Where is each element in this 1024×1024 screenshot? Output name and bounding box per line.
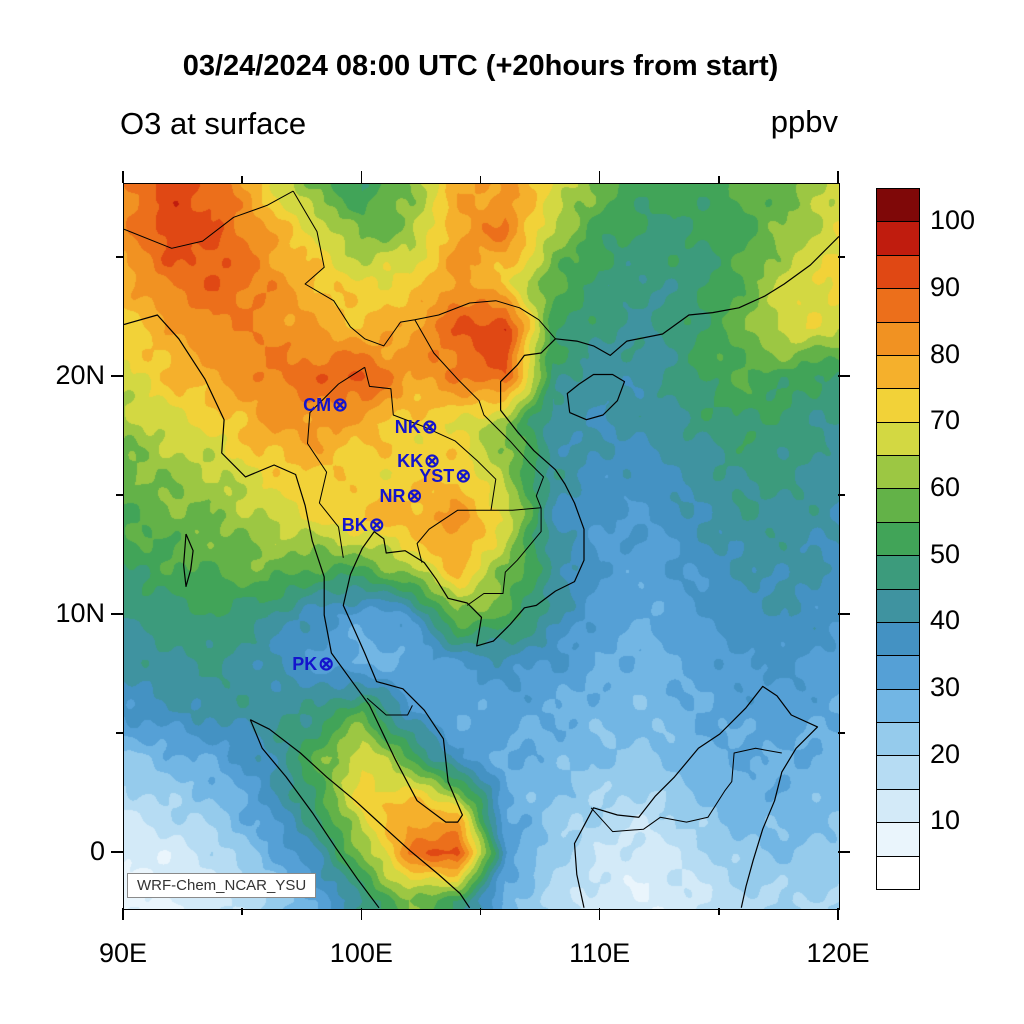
colorbar-cell [877,455,919,489]
station-marker-pk: PK ⊗ [292,655,334,674]
country-border-path [466,507,542,606]
station-circle-cross-icon: ⊗ [406,485,423,507]
country-border-path [292,190,556,347]
station-marker-cm: CM ⊗ [303,396,348,415]
model-watermark: WRF-Chem_NCAR_YSU [127,873,317,898]
station-circle-cross-icon: ⊗ [318,654,335,676]
axis-tick [111,613,123,615]
station-circle-cross-icon: ⊗ [424,450,441,472]
colorbar-cell [877,421,919,455]
colorbar-cell [877,321,919,355]
colorbar-tick-label: 70 [930,405,961,436]
colorbar-cell [877,688,919,722]
station-marker-nr: NR ⊗ [379,487,422,506]
colorbar-cell [877,288,919,322]
colorbar-cell [877,189,919,222]
coastline-path [249,719,380,909]
stations-layer: CM ⊗ NK ⊗ KK ⊗ YST ⊗ NR ⊗ BK ⊗ PK ⊗ [124,184,839,909]
axis-tick [718,176,720,183]
country-border-path [491,507,542,511]
coastline-path [182,533,194,587]
y-axis-tick-label: 0 [89,836,105,867]
x-axis-tick-label: 100E [329,938,393,968]
colorbar [876,188,920,890]
colorbar-tick-label: 80 [930,338,961,369]
station-label: NK [394,417,421,438]
map-plot: CM ⊗ NK ⊗ KK ⊗ YST ⊗ NR ⊗ BK ⊗ PK ⊗ WRF-Chem_NCAR_YSU [123,183,840,910]
colorbar-cell [877,521,919,556]
colorbar-tick-label: 50 [930,538,961,569]
o3-concentration-field [124,184,839,909]
country-border-path [416,509,491,563]
axis-tick [360,171,363,183]
coastline-path [566,373,626,421]
country-border-path [590,747,782,833]
station-label: YST [419,466,455,487]
axis-tick [598,171,601,183]
colorbar-cell [877,755,919,789]
colorbar-tick-label: 20 [930,738,961,769]
colorbar-cell [877,822,919,856]
axis-tick [122,171,124,183]
colorbar-cell [877,655,919,689]
country-border-path [414,319,544,508]
station-circle-cross-icon: ⊗ [332,394,349,416]
colorbar-cell [877,588,919,622]
x-axis-tick-label: 110E [569,938,631,968]
axis-tick [241,176,243,183]
station-label: NR [379,486,406,507]
colorbar-cell [877,354,919,389]
station-circle-cross-icon: ⊗ [421,416,438,438]
colorbar-tick-label: 100 [930,205,976,236]
plot-title: 03/24/2024 08:00 UTC (+20hours from star… [182,50,779,82]
units-label: ppbv [770,104,838,139]
y-axis-tick-label: 10N [55,597,105,628]
country-border-path [364,367,497,511]
coastline-overlay [124,190,839,909]
colorbar-cell [877,388,919,422]
station-label: BK [341,515,368,536]
colorbar-tick-label: 90 [930,272,961,302]
station-marker-bk: BK ⊗ [342,516,385,535]
colorbar-tick-label: 30 [930,672,961,702]
country-border-path [307,366,365,558]
colorbar-cell [877,621,919,656]
colorbar-tick-label: 40 [930,605,961,636]
axis-tick [116,494,123,496]
colorbar-cell [877,722,919,756]
colorbar-cell [877,788,919,823]
x-axis-tick-label: 120E [806,938,870,968]
colorbar-cell [877,488,919,522]
axis-tick [837,171,839,183]
station-marker-yst: YST ⊗ [419,467,471,486]
axis-tick [116,732,123,734]
axis-tick [111,851,123,853]
axis-tick [111,375,123,377]
station-circle-cross-icon: ⊗ [368,514,385,536]
field-label: O3 at surface [120,106,307,141]
station-circle-cross-icon: ⊗ [455,465,472,487]
colorbar-cell [877,855,919,889]
station-label: KK [397,451,424,472]
colorbar-cell [877,221,919,255]
colorbar-cell [877,254,919,289]
y-axis-tick-label: 20N [55,359,105,390]
colorbar-cells [877,189,919,889]
colorbar-tick-label: 60 [930,472,961,502]
x-axis-tick-label: 90E [98,938,148,968]
coastline-path [124,235,839,823]
colorbar-tick-label: 10 [930,805,961,836]
station-marker-kk: KK ⊗ [397,452,440,471]
axis-tick [116,256,123,258]
coastline-path [573,685,819,908]
station-label: CM [303,395,332,416]
station-marker-nk: NK ⊗ [395,418,438,437]
country-border-path [366,697,413,716]
coastline-path [250,719,471,909]
colorbar-cell [877,555,919,589]
country-border-path [124,190,294,249]
station-label: PK [292,654,318,675]
axis-tick [479,176,482,183]
